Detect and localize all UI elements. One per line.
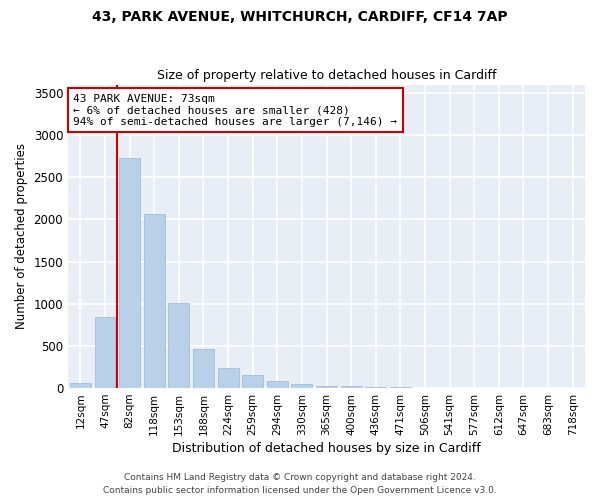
Bar xyxy=(119,158,140,388)
Title: Size of property relative to detached houses in Cardiff: Size of property relative to detached ho… xyxy=(157,69,496,82)
Text: 43, PARK AVENUE, WHITCHURCH, CARDIFF, CF14 7AP: 43, PARK AVENUE, WHITCHURCH, CARDIFF, CF… xyxy=(92,10,508,24)
Bar xyxy=(341,386,362,388)
Y-axis label: Number of detached properties: Number of detached properties xyxy=(15,144,28,330)
Bar xyxy=(144,214,164,388)
Bar xyxy=(169,303,189,388)
Bar xyxy=(390,387,411,388)
Bar xyxy=(193,350,214,388)
Bar xyxy=(267,381,288,388)
Text: 43 PARK AVENUE: 73sqm
← 6% of detached houses are smaller (428)
94% of semi-deta: 43 PARK AVENUE: 73sqm ← 6% of detached h… xyxy=(73,94,397,127)
Text: Contains HM Land Registry data © Crown copyright and database right 2024.
Contai: Contains HM Land Registry data © Crown c… xyxy=(103,474,497,495)
X-axis label: Distribution of detached houses by size in Cardiff: Distribution of detached houses by size … xyxy=(172,442,481,455)
Bar xyxy=(365,387,386,388)
Bar xyxy=(242,375,263,388)
Bar xyxy=(218,368,239,388)
Bar xyxy=(316,386,337,388)
Bar xyxy=(70,384,91,388)
Bar xyxy=(95,317,115,388)
Bar xyxy=(292,384,313,388)
